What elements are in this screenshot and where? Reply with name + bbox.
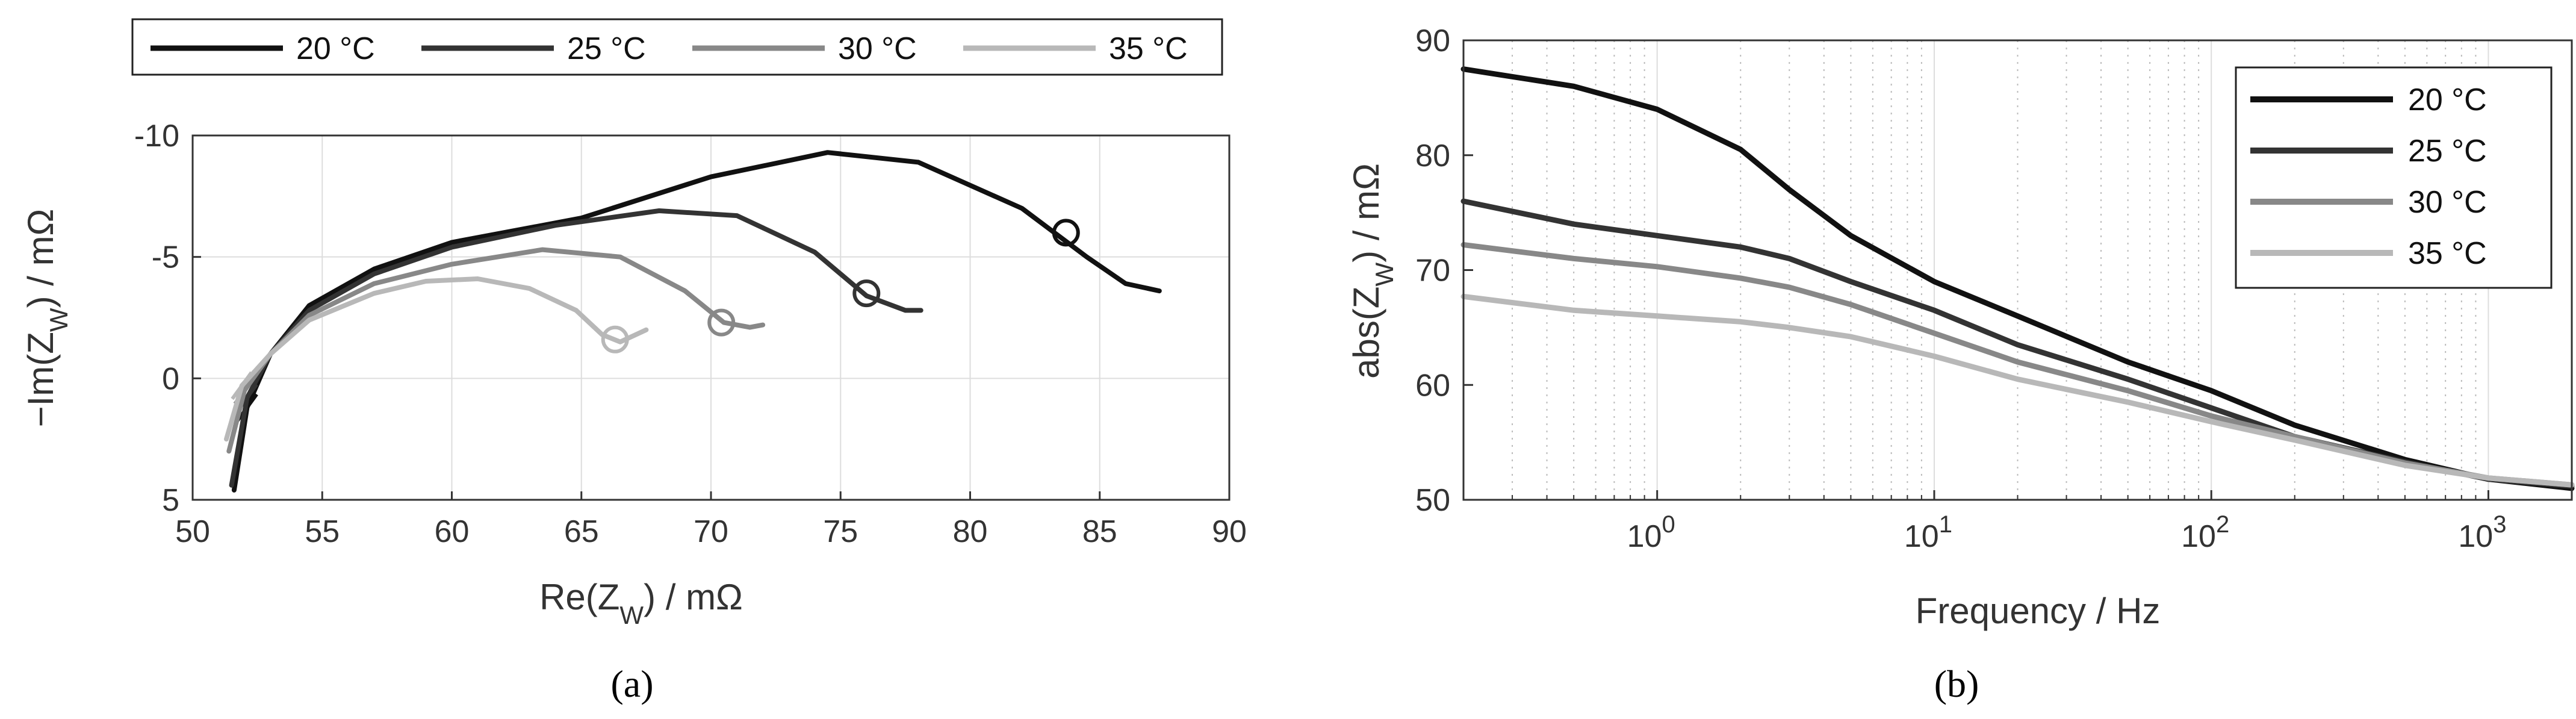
legend-a: 20 °C 25 °C 30 °C 35 °C bbox=[151, 31, 1188, 66]
tick-label-x-a: 75 bbox=[823, 514, 858, 549]
tick-label-y-b: 70 bbox=[1415, 254, 1450, 288]
tick-label-x-a: 80 bbox=[953, 514, 988, 549]
tick-label-x-b: 102 bbox=[2181, 511, 2229, 554]
series-cross-a-3 bbox=[231, 371, 253, 400]
panel-b: 100 101 102 103 50 60 70 80 90 20 °C 25 °C 30 °C 35… bbox=[1346, 23, 2575, 705]
legend-label-a-2: 30 °C bbox=[838, 31, 917, 66]
legend-label-b-1: 25 °C bbox=[2408, 134, 2487, 169]
legend-b: 20 °C 25 °C 30 °C 35 °C bbox=[2250, 82, 2487, 271]
grid-a bbox=[193, 135, 1229, 500]
legend-label-a-3: 35 °C bbox=[1109, 31, 1188, 66]
tick-label-x-a: 60 bbox=[435, 514, 470, 549]
y-axis-label-a: −Im(ZW) / mΩ bbox=[20, 209, 73, 428]
tick-label-y-a: 0 bbox=[162, 361, 179, 396]
x-axis-label-b: Frequency / Hz bbox=[1916, 591, 2161, 631]
x-axis-label-a: Re(ZW) / mΩ bbox=[539, 577, 743, 629]
tick-label-y-b: 50 bbox=[1415, 483, 1450, 518]
ticks-b: 100 101 102 103 50 60 70 80 90 bbox=[1415, 23, 2506, 554]
series-b bbox=[1460, 66, 2575, 491]
panel-a: 20 °C 25 °C 30 °C 35 °C 50 55 60 65 70 75 80 85 90-… bbox=[20, 18, 1247, 705]
tick-label-x-a: 50 bbox=[175, 514, 210, 549]
tick-label-y-b: 60 bbox=[1415, 368, 1450, 403]
panel-label-b: (b) bbox=[1934, 662, 1979, 705]
tick-label-x-a: 65 bbox=[564, 514, 599, 549]
series-marker-a-2 bbox=[707, 308, 736, 337]
tick-label-x-a: 85 bbox=[1082, 514, 1117, 549]
series-line-b-3 bbox=[1460, 293, 2575, 488]
tick-label-y-a: 5 bbox=[162, 483, 179, 518]
tick-label-y-a: -10 bbox=[134, 119, 179, 154]
legend-label-b-2: 30 °C bbox=[2408, 185, 2487, 220]
tick-label-x-b: 101 bbox=[1904, 511, 1952, 554]
series-line-b-0 bbox=[1460, 66, 2575, 491]
legend-label-b-0: 20 °C bbox=[2408, 82, 2487, 117]
panel-label-a: (a) bbox=[610, 662, 653, 705]
series-marker-a-1 bbox=[852, 279, 881, 308]
legend-label-a-0: 20 °C bbox=[296, 31, 375, 66]
tick-label-x-b: 100 bbox=[1627, 511, 1675, 554]
y-axis-label-b: abs(ZW) / mΩ bbox=[1346, 163, 1398, 379]
tick-label-y-b: 90 bbox=[1415, 23, 1450, 58]
tick-label-x-a: 90 bbox=[1212, 514, 1247, 549]
series-marker-a-3 bbox=[601, 325, 629, 353]
tick-label-x-a: 70 bbox=[694, 514, 728, 549]
legend-label-b-3: 35 °C bbox=[2408, 236, 2487, 271]
tick-label-x-a: 55 bbox=[305, 514, 340, 549]
series-a bbox=[224, 150, 1162, 493]
tick-label-y-b: 80 bbox=[1415, 139, 1450, 173]
ticks-a: 50 55 60 65 70 75 80 85 90 -10 -5 0 5 bbox=[134, 119, 1247, 549]
tick-label-y-a: -5 bbox=[152, 240, 179, 275]
legend-label-a-1: 25 °C bbox=[567, 31, 646, 66]
tick-label-x-b: 103 bbox=[2458, 511, 2506, 554]
series-marker-a-0 bbox=[1052, 219, 1080, 247]
